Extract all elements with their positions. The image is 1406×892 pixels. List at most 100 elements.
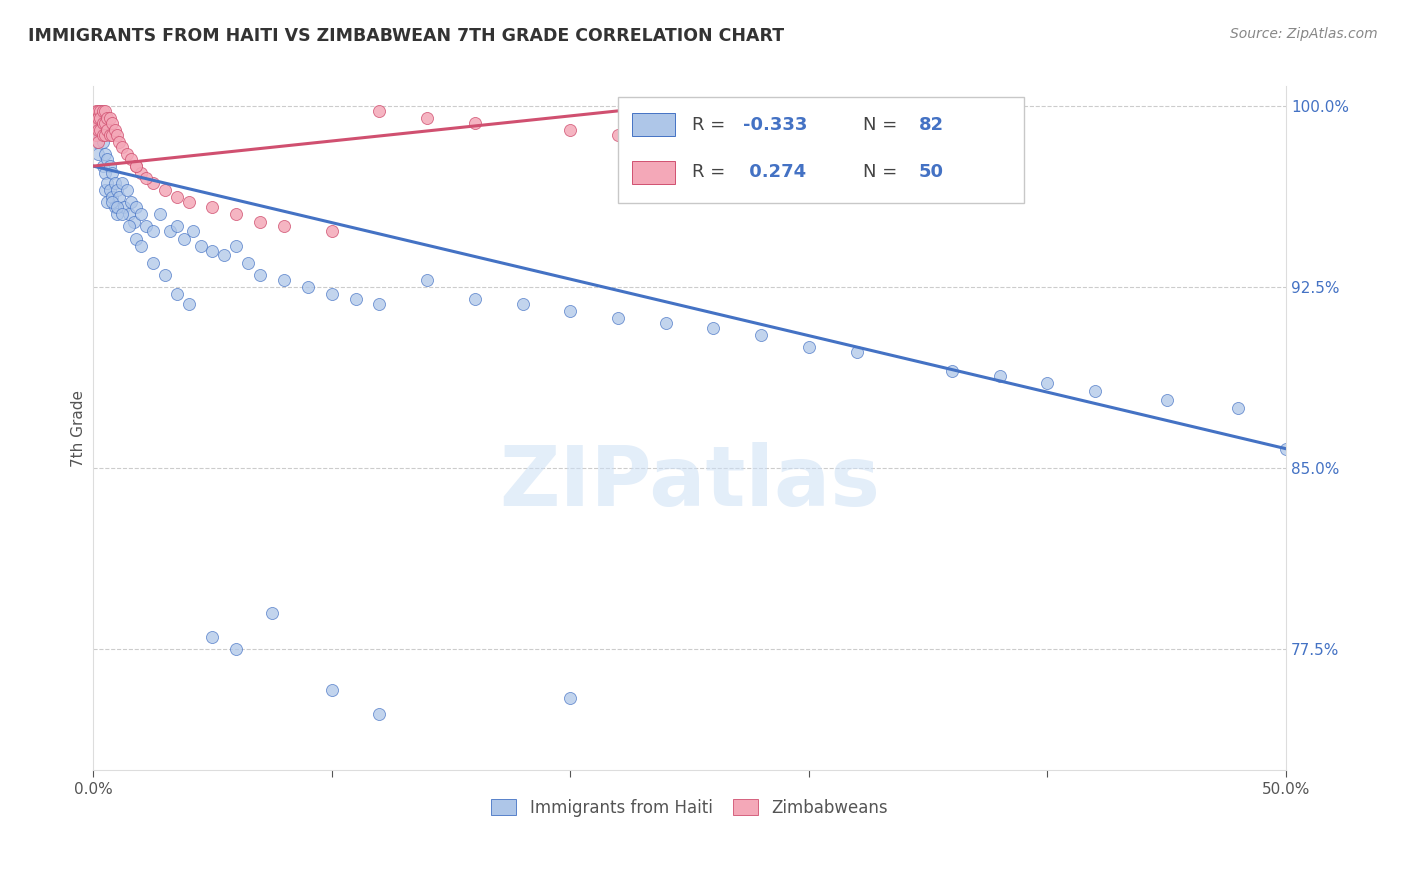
Point — [797, 340, 820, 354]
Point — [105, 183, 128, 197]
Point — [104, 200, 127, 214]
Point — [98, 128, 121, 142]
Point — [84, 135, 107, 149]
Point — [84, 118, 107, 132]
Point — [104, 176, 127, 190]
Point — [142, 224, 165, 238]
Point — [190, 239, 212, 253]
Point — [91, 115, 114, 129]
Point — [321, 224, 343, 238]
Point — [560, 123, 582, 137]
Point — [96, 152, 118, 166]
Text: 0.274: 0.274 — [744, 163, 807, 181]
Point — [87, 147, 110, 161]
Point — [118, 219, 141, 234]
Point — [135, 219, 157, 234]
Point — [115, 183, 138, 197]
Point — [225, 239, 247, 253]
Point — [368, 707, 391, 722]
Point — [91, 128, 114, 142]
Point — [125, 231, 148, 245]
Point — [153, 183, 176, 197]
Point — [84, 111, 107, 125]
FancyBboxPatch shape — [633, 161, 675, 184]
Point — [101, 195, 124, 210]
Point — [89, 123, 111, 137]
Point — [988, 369, 1011, 384]
Point — [118, 207, 141, 221]
Point — [98, 183, 121, 197]
Point — [87, 111, 110, 125]
Text: R =: R = — [692, 116, 731, 134]
Point — [249, 214, 271, 228]
Point — [96, 123, 118, 137]
Point — [702, 142, 724, 156]
Point — [115, 147, 138, 161]
Point — [273, 272, 295, 286]
Text: R =: R = — [692, 163, 731, 181]
Point — [225, 642, 247, 657]
Point — [129, 239, 152, 253]
Point — [96, 176, 118, 190]
Point — [273, 219, 295, 234]
Text: Source: ZipAtlas.com: Source: ZipAtlas.com — [1230, 27, 1378, 41]
Point — [94, 115, 117, 129]
Point — [89, 111, 111, 125]
Text: IMMIGRANTS FROM HAITI VS ZIMBABWEAN 7TH GRADE CORRELATION CHART: IMMIGRANTS FROM HAITI VS ZIMBABWEAN 7TH … — [28, 27, 785, 45]
Point — [111, 176, 134, 190]
Point — [249, 268, 271, 282]
Point — [101, 128, 124, 142]
Point — [177, 195, 200, 210]
Point — [512, 297, 534, 311]
Point — [89, 103, 111, 118]
Point — [262, 606, 284, 620]
Legend: Immigrants from Haiti, Zimbabweans: Immigrants from Haiti, Zimbabweans — [485, 792, 894, 823]
Point — [344, 292, 367, 306]
Point — [166, 219, 188, 234]
Point — [101, 115, 124, 129]
Point — [94, 147, 117, 161]
FancyBboxPatch shape — [619, 96, 1024, 202]
Point — [749, 147, 772, 161]
Point — [98, 111, 121, 125]
FancyBboxPatch shape — [633, 113, 675, 136]
Point — [122, 214, 145, 228]
Point — [607, 311, 630, 326]
Point — [177, 297, 200, 311]
Point — [111, 140, 134, 154]
Point — [941, 364, 963, 378]
Point — [1227, 401, 1250, 415]
Point — [183, 224, 205, 238]
Point — [91, 103, 114, 118]
Point — [135, 171, 157, 186]
Point — [89, 103, 111, 118]
Point — [94, 183, 117, 197]
Point — [214, 248, 236, 262]
Point — [153, 268, 176, 282]
Point — [560, 690, 582, 705]
Point — [166, 190, 188, 204]
Point — [654, 316, 676, 330]
Text: N =: N = — [862, 163, 903, 181]
Point — [108, 190, 131, 204]
Point — [89, 128, 111, 142]
Point — [87, 103, 110, 118]
Point — [560, 304, 582, 318]
Point — [94, 128, 117, 142]
Point — [129, 207, 152, 221]
Point — [607, 128, 630, 142]
Text: 82: 82 — [918, 116, 943, 134]
Point — [125, 159, 148, 173]
Point — [94, 103, 117, 118]
Text: -0.333: -0.333 — [744, 116, 807, 134]
Point — [96, 111, 118, 125]
Point — [368, 297, 391, 311]
Point — [125, 200, 148, 214]
Text: ZIPatlas: ZIPatlas — [499, 442, 880, 524]
Point — [98, 159, 121, 173]
Point — [101, 166, 124, 180]
Point — [105, 200, 128, 214]
Point — [1156, 393, 1178, 408]
Point — [84, 128, 107, 142]
Point — [120, 195, 142, 210]
